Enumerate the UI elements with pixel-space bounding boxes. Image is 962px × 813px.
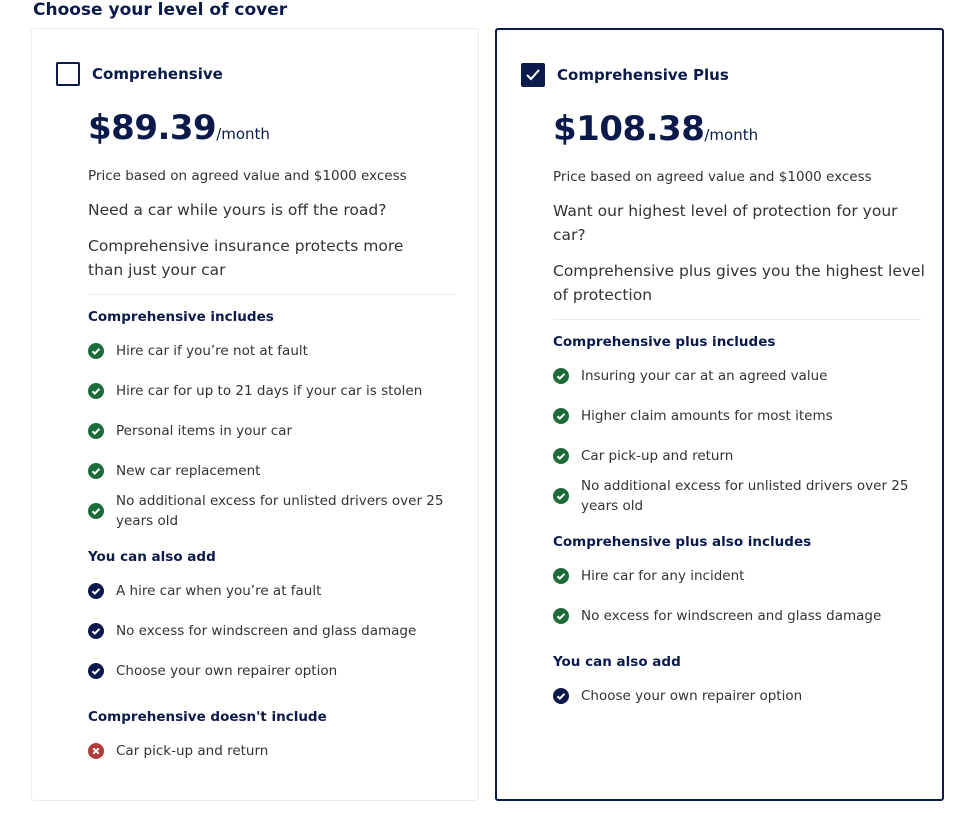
feature-text: No additional excess for unlisted driver… <box>581 478 909 514</box>
description: Comprehensive plus gives you the highest… <box>553 262 925 304</box>
feature-text: Choose your own repairer option <box>581 688 803 704</box>
feature-item: Hire car if you’re not at fault <box>88 331 460 371</box>
checkbox[interactable] <box>56 62 80 86</box>
divider <box>88 294 456 295</box>
item-icon <box>88 663 104 679</box>
feature-text: Hire car if you’re not at fault <box>116 343 308 359</box>
item-icon <box>553 488 569 504</box>
price: $89.39/month <box>88 106 460 156</box>
feature-text: Hire car for up to 21 days if your car i… <box>116 383 423 399</box>
question: Want our highest level of protection for… <box>553 202 898 244</box>
feature-item: Choose your own repairer option <box>553 676 925 716</box>
item-icon <box>553 408 569 424</box>
feature-item: Insuring your car at an agreed value <box>553 356 925 396</box>
feature-item: Personal items in your car <box>88 411 460 451</box>
section-heading: You can also add <box>88 549 216 565</box>
checkmark <box>526 69 540 81</box>
feature-item: Car pick-up and return <box>88 731 460 771</box>
item-icon <box>88 463 104 479</box>
checkbox[interactable] <box>521 63 545 87</box>
price-period: /month <box>216 125 270 143</box>
item-icon <box>88 423 104 439</box>
feature-text: No additional excess for unlisted driver… <box>116 493 444 529</box>
card-body: $89.39/month Price based on agreed value … <box>88 106 460 771</box>
feature-item: A hire car when you’re at fault <box>88 571 460 611</box>
feature-item: Hire car for up to 21 days if your car i… <box>88 371 460 411</box>
item-icon <box>553 688 569 704</box>
price-note: Price based on agreed value and $1000 ex… <box>553 169 872 185</box>
feature-item: No excess for windscreen and glass damag… <box>88 611 460 651</box>
feature-item: No additional excess for unlisted driver… <box>88 491 460 531</box>
price-amount: $108.38 <box>553 109 705 149</box>
card-header: Comprehensive Plus <box>521 63 942 87</box>
item-icon <box>553 448 569 464</box>
page-heading: Choose your level of cover <box>33 0 288 20</box>
feature-item: Choose your own repairer option <box>88 651 460 691</box>
section-heading: Comprehensive plus includes <box>553 334 776 350</box>
plan-card[interactable]: Comprehensive Plus $108.38/month Price bas… <box>495 28 944 801</box>
divider <box>553 319 921 320</box>
feature-list: Hire car for any incident No excess for w… <box>553 556 925 636</box>
feature-text: Car pick-up and return <box>581 448 734 464</box>
feature-item: No excess for windscreen and glass damag… <box>553 596 925 636</box>
item-icon <box>553 608 569 624</box>
price-amount: $89.39 <box>88 108 217 148</box>
description: Comprehensive insurance protects more th… <box>88 237 404 279</box>
plan-title: Comprehensive <box>92 65 223 83</box>
feature-list: Insuring your car at an agreed value High… <box>553 356 925 516</box>
feature-text: Higher claim amounts for most items <box>581 408 833 424</box>
price-period: /month <box>704 126 759 144</box>
feature-text: Insuring your car at an agreed value <box>581 368 828 384</box>
feature-text: Personal items in your car <box>116 423 292 439</box>
section-heading: Comprehensive plus also includes <box>553 534 812 550</box>
item-icon <box>553 368 569 384</box>
feature-item: Hire car for any incident <box>553 556 925 596</box>
feature-text: A hire car when you’re at fault <box>116 583 322 599</box>
feature-item: Car pick-up and return <box>553 436 925 476</box>
card-header: Comprehensive <box>56 62 478 86</box>
plan-title: Comprehensive Plus <box>557 66 729 84</box>
feature-list: Hire car if you’re not at fault Hire car … <box>88 331 460 531</box>
feature-text: No excess for windscreen and glass damag… <box>581 608 882 624</box>
item-icon <box>553 568 569 584</box>
feature-text: Hire car for any incident <box>581 568 745 584</box>
plan-card[interactable]: Comprehensive $89.39/month Price based on … <box>31 28 479 801</box>
feature-list: Choose your own repairer option <box>553 676 925 716</box>
feature-text: No excess for windscreen and glass damag… <box>116 623 417 639</box>
item-icon <box>88 623 104 639</box>
feature-text: Car pick-up and return <box>116 743 269 759</box>
question: Need a car while yours is off the road? <box>88 201 387 219</box>
section-heading: You can also add <box>553 654 681 670</box>
feature-item: Higher claim amounts for most items <box>553 396 925 436</box>
item-icon <box>88 503 104 519</box>
item-icon <box>88 743 104 759</box>
feature-list: Car pick-up and return <box>88 731 460 771</box>
feature-text: Choose your own repairer option <box>116 663 338 679</box>
feature-list: A hire car when you’re at fault No excess… <box>88 571 460 691</box>
section-heading: Comprehensive includes <box>88 309 274 325</box>
section-heading: Comprehensive doesn't include <box>88 709 327 725</box>
price-note: Price based on agreed value and $1000 ex… <box>88 168 407 184</box>
feature-item: No additional excess for unlisted driver… <box>553 476 925 516</box>
feature-text: New car replacement <box>116 463 261 479</box>
item-icon <box>88 383 104 399</box>
feature-item: New car replacement <box>88 451 460 491</box>
price: $108.38/month <box>553 107 925 157</box>
card-body: $108.38/month Price based on agreed value… <box>553 107 925 716</box>
item-icon <box>88 583 104 599</box>
item-icon <box>88 343 104 359</box>
